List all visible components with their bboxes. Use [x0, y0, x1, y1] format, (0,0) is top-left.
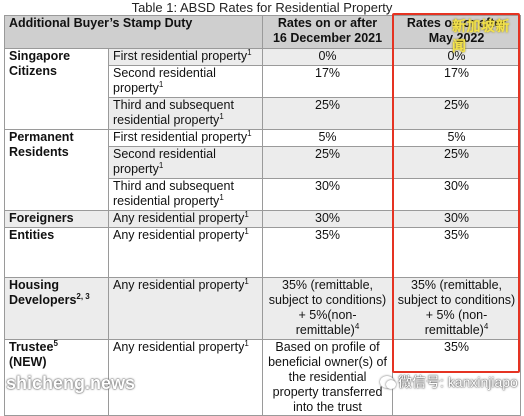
rate-new: 30% — [392, 210, 522, 228]
header-absd: Additional Buyer’s Stamp Duty — [3, 15, 264, 49]
wechat-icon — [380, 376, 396, 389]
table-row: Second residential property1 25% 25% — [5, 146, 522, 179]
rate-new: 5% — [392, 129, 522, 147]
rate-old: 0% — [262, 48, 394, 66]
rate-new: 25% — [392, 97, 522, 130]
rate-old: 17% — [262, 65, 394, 98]
property-type: Third and subsequent residential propert… — [107, 97, 264, 130]
rate-new: 35% — [392, 227, 522, 278]
property-type: Any residential property1 — [107, 277, 264, 340]
header-rates-may-2022: Rates on or after May 2022 — [392, 15, 522, 49]
absd-rates-table: Additional Buyer’s Stamp Duty Rates on o… — [3, 15, 522, 416]
table-row: Entities Any residential property1 35% 3… — [4, 227, 522, 278]
property-type: Any residential property1 — [107, 210, 264, 228]
rate-new: 0% — [392, 48, 522, 66]
rate-old: 30% — [262, 178, 394, 211]
watermark-site: shicheng.news — [6, 373, 136, 393]
rate-new: 17% — [392, 65, 522, 98]
table-caption: Table 1: ABSD Rates for Residential Prop… — [131, 0, 393, 15]
property-type: Second residential property1 — [107, 65, 264, 98]
category-foreigners: Foreigners — [4, 210, 109, 228]
watermark-wechat: 微信号: kanxinjiapo — [380, 372, 518, 392]
category-singapore-citizens: Singapore Citizens — [4, 48, 109, 130]
rate-old: 35% — [262, 227, 394, 278]
property-type: Third and subsequent residential propert… — [107, 178, 264, 211]
rate-old: Based on profile of beneficial owner(s) … — [262, 339, 394, 416]
table-row: Second residential property1 17% 17% — [5, 65, 522, 98]
property-type: First residential property1 — [107, 129, 264, 147]
table-row: Third and subsequent residential propert… — [5, 178, 522, 211]
rate-old: 5% — [262, 129, 394, 147]
property-type: Any residential property1 — [107, 227, 264, 278]
table-row: Singapore Citizens First residential pro… — [4, 48, 522, 130]
rate-old: 25% — [262, 97, 394, 130]
table-row: Foreigners Any residential property1 30%… — [4, 210, 522, 228]
property-type: Second residential property1 — [107, 146, 264, 179]
table-row: Housing Developers2, 3 Any residential p… — [4, 277, 522, 340]
category-housing-developers: Housing Developers2, 3 — [4, 277, 109, 340]
category-permanent-residents: Permanent Residents — [4, 129, 109, 211]
rate-new: 25% — [392, 146, 522, 179]
header-rates-dec-2021: Rates on or after 16 December 2021 — [262, 15, 394, 49]
rate-old: 35% (remittable, subject to conditions) … — [262, 277, 394, 340]
rate-old: 25% — [262, 146, 394, 179]
table-row: Permanent Residents First residential pr… — [4, 129, 522, 211]
rate-new: 30% — [392, 178, 522, 211]
property-type: First residential property1 — [107, 48, 264, 66]
rate-new: 35% (remittable, subject to conditions) … — [392, 277, 522, 340]
watermark-wechat-text: 微信号: kanxinjiapo — [398, 374, 518, 390]
rate-old: 30% — [262, 210, 394, 228]
watermark-top: 新加坡新闻 — [452, 18, 510, 54]
category-entities: Entities — [4, 227, 109, 278]
